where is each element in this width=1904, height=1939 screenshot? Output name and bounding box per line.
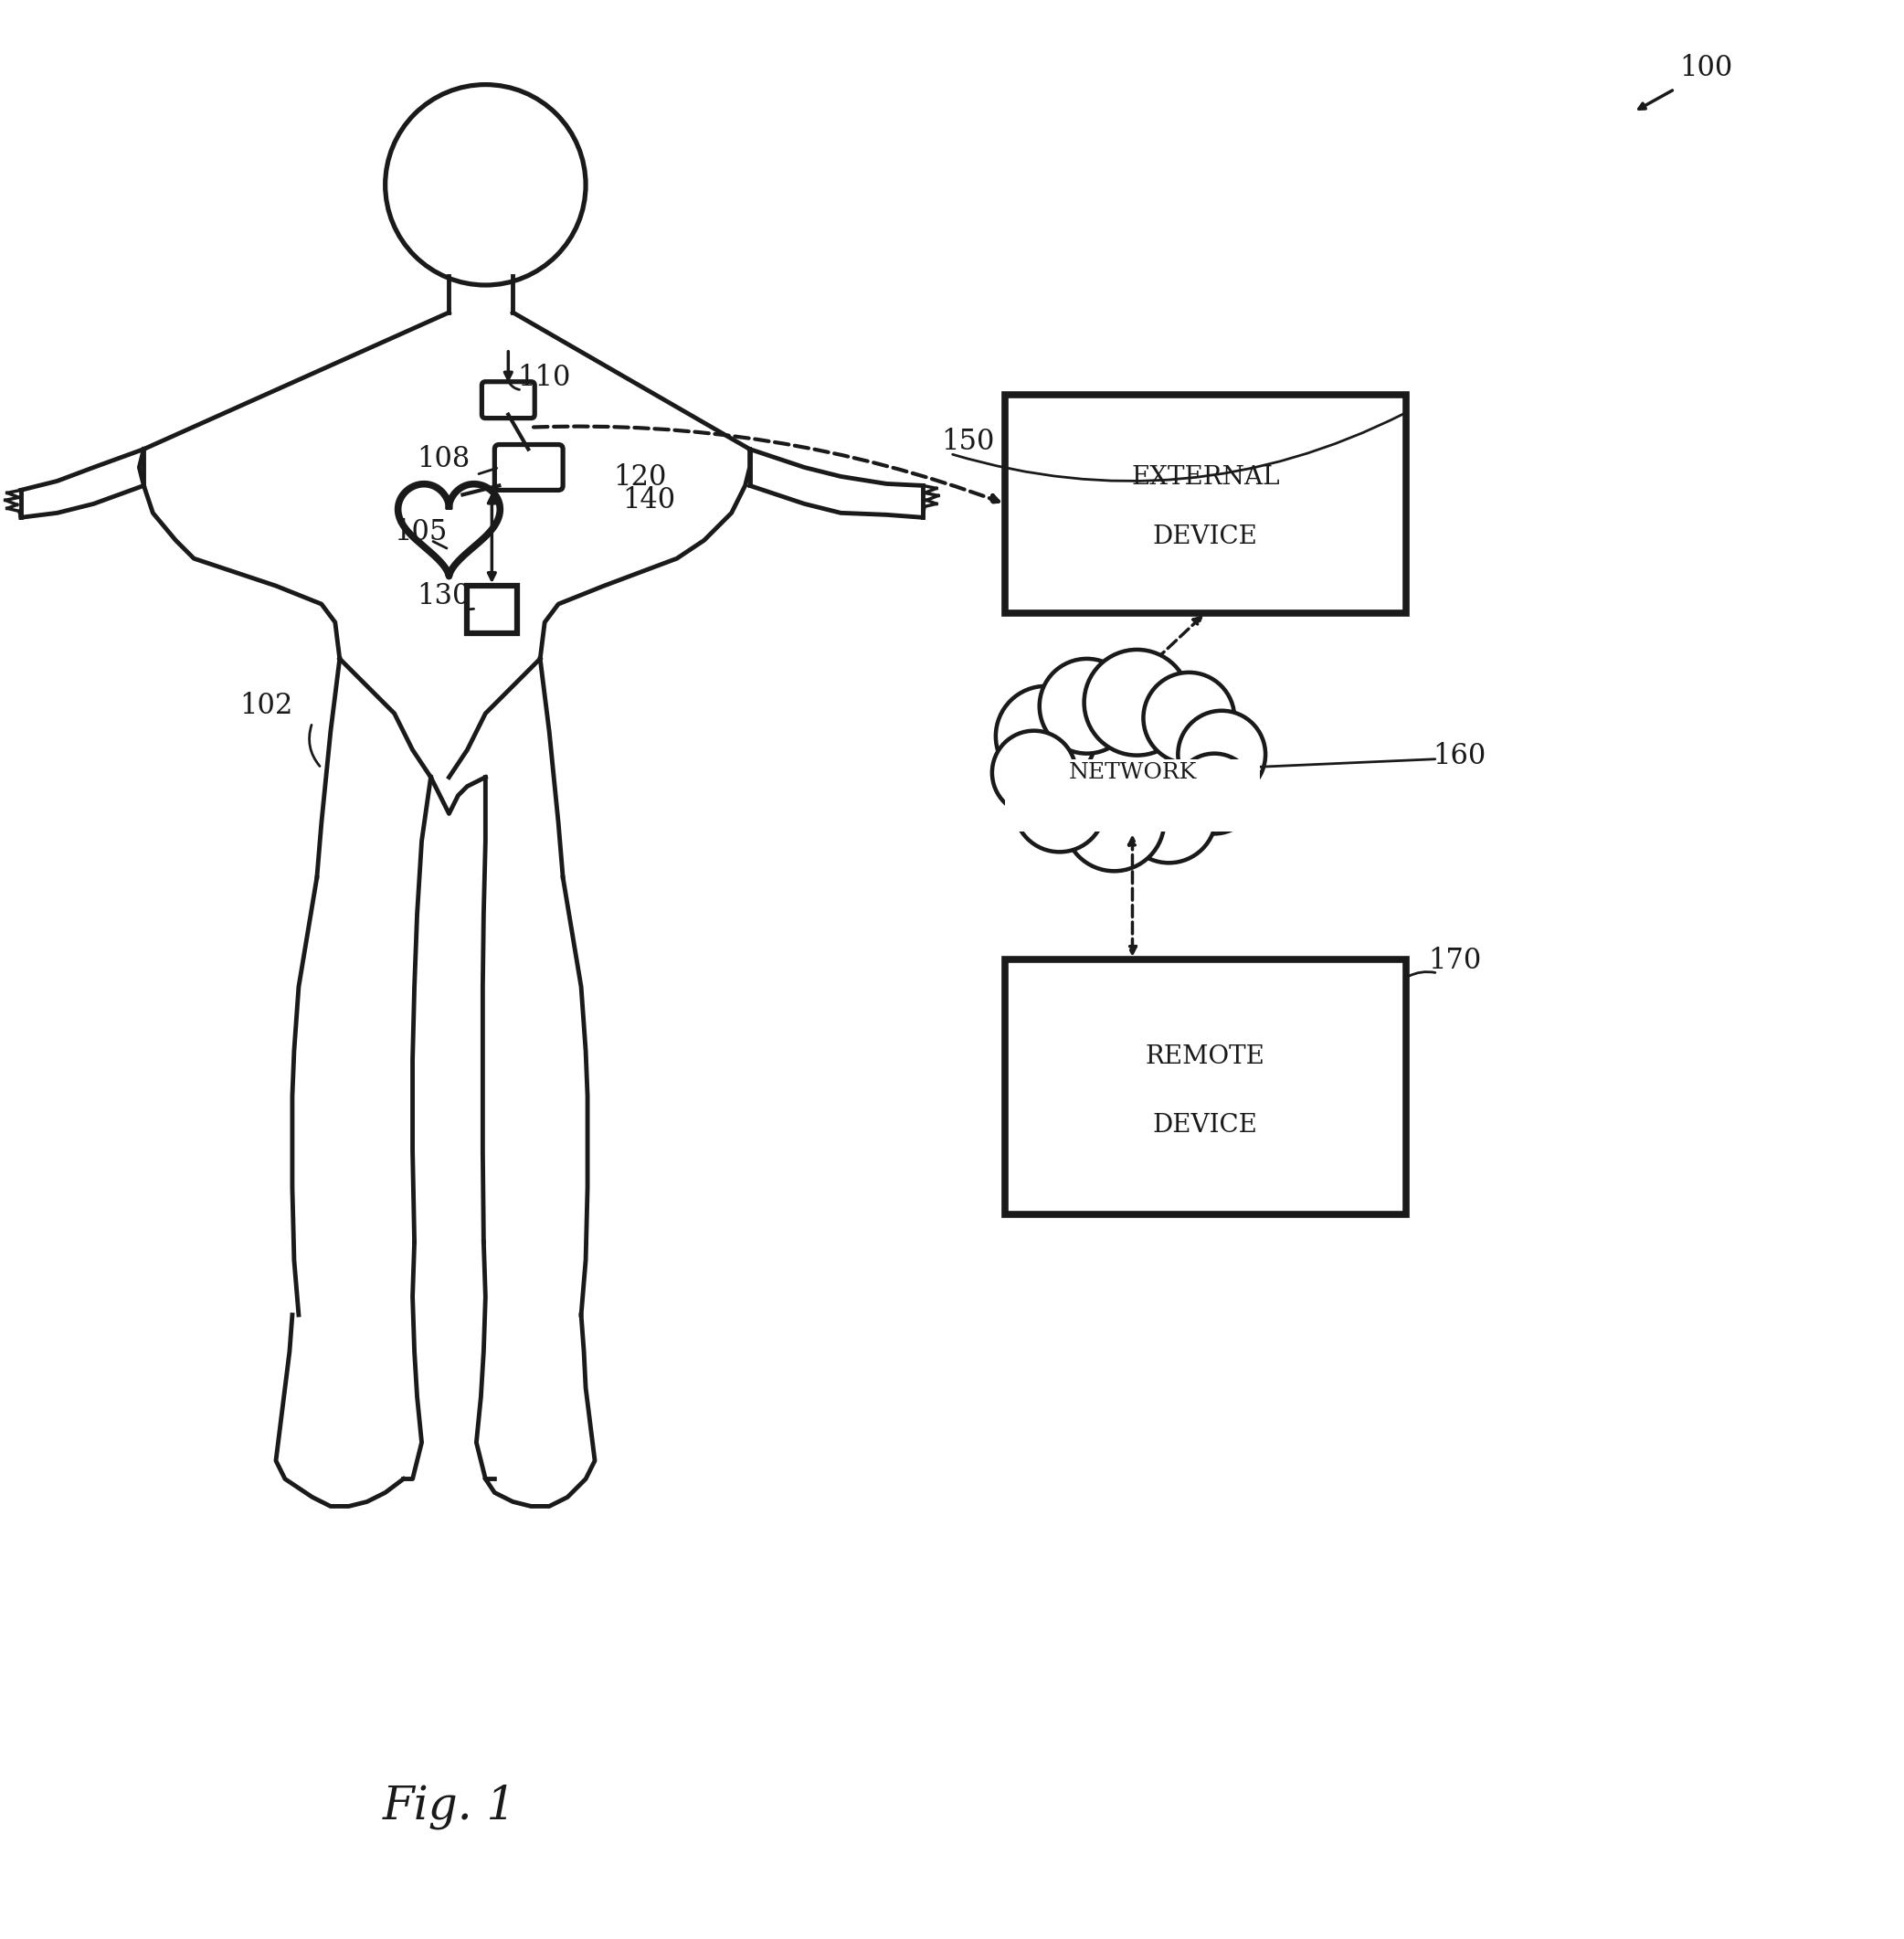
Text: 160: 160 [1434,741,1487,770]
FancyBboxPatch shape [482,382,535,419]
Text: 120: 120 [613,463,666,493]
Text: 108: 108 [417,446,470,473]
Text: 140: 140 [623,487,676,514]
Circle shape [1121,768,1217,863]
Circle shape [1015,760,1104,851]
Text: DEVICE: DEVICE [1152,524,1259,549]
Bar [1005,758,1260,832]
Text: 105: 105 [394,518,447,547]
Circle shape [996,686,1097,787]
Bar [466,586,518,634]
Text: 150: 150 [941,427,994,456]
Circle shape [1040,659,1135,754]
Text: NETWORK: NETWORK [1068,762,1196,783]
Circle shape [1083,650,1190,756]
Circle shape [992,731,1076,814]
Text: EXTERNAL: EXTERNAL [1131,465,1279,491]
Text: Fig. 1: Fig. 1 [383,1784,516,1830]
Text: 130: 130 [417,582,470,611]
Circle shape [1179,712,1266,799]
Circle shape [1175,754,1255,834]
Text: 100: 100 [1679,54,1733,81]
Text: REMOTE: REMOTE [1146,1043,1264,1068]
Text: 170: 170 [1428,946,1481,975]
Bar [1005,960,1405,1214]
Circle shape [1142,673,1234,764]
Text: 110: 110 [518,363,571,392]
Text: 102: 102 [240,692,293,719]
Circle shape [1064,772,1165,871]
FancyBboxPatch shape [495,444,564,491]
Text: DEVICE: DEVICE [1152,1113,1259,1138]
Bar [1005,394,1405,613]
